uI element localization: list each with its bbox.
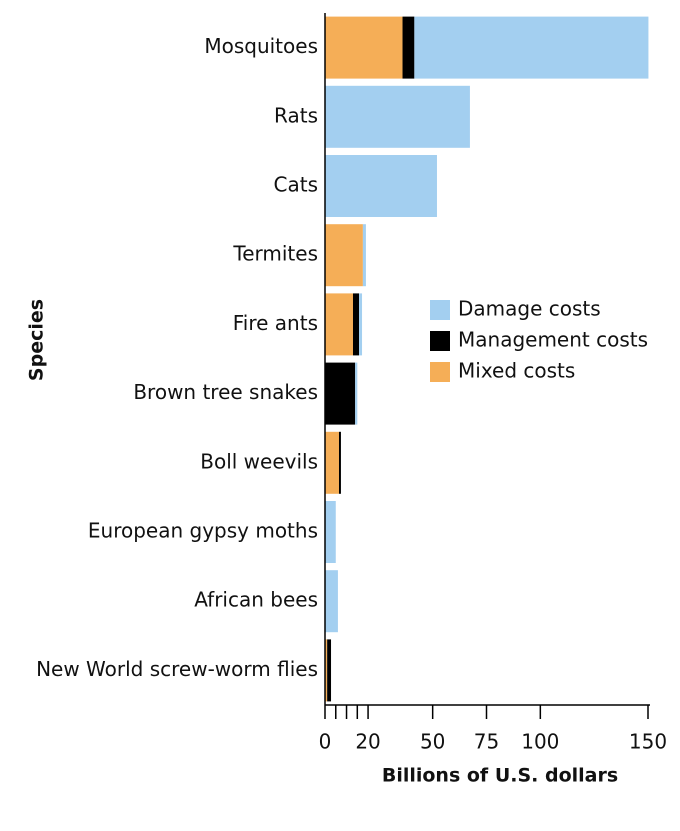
bar-segment <box>338 431 341 494</box>
category-label: New World screw-worm flies <box>36 657 318 681</box>
category-label: Mosquitoes <box>204 34 318 58</box>
bar-segment <box>414 16 649 79</box>
x-tick-label: 75 <box>474 730 499 754</box>
bar-segment <box>325 431 339 494</box>
category-label: African bees <box>194 588 318 612</box>
x-axis-title: Billions of U.S. dollars <box>382 765 618 787</box>
legend-swatch <box>430 331 450 351</box>
legend-swatch <box>430 300 450 320</box>
legend-swatch <box>430 362 450 382</box>
bar-segment <box>325 293 353 356</box>
bar-segment <box>327 639 332 702</box>
x-tick-label: 0 <box>319 730 332 754</box>
category-label: Termites <box>232 242 318 266</box>
legend-label: Management costs <box>458 328 648 352</box>
bar-segment <box>325 501 336 563</box>
y-axis-title: Species <box>26 299 48 381</box>
category-label: Rats <box>274 103 318 127</box>
bar-segment <box>325 155 437 217</box>
category-label: European gypsy moths <box>88 519 318 543</box>
x-tick-label: 20 <box>355 730 380 754</box>
bar-segment <box>402 16 415 79</box>
x-tick-label: 100 <box>521 730 559 754</box>
bar-segment <box>362 224 366 287</box>
bar-segment <box>359 293 363 356</box>
x-tick-label: 150 <box>629 730 667 754</box>
bar-segment <box>325 570 338 633</box>
bar-segment <box>325 224 363 287</box>
bar-segment <box>325 362 356 425</box>
category-label: Fire ants <box>233 311 318 335</box>
bar-segment <box>325 639 328 702</box>
category-label: Boll weevils <box>200 449 318 473</box>
bar-segment <box>325 16 403 79</box>
x-tick-label: 50 <box>420 730 445 754</box>
legend-label: Mixed costs <box>458 359 575 383</box>
category-label: Cats <box>274 173 318 197</box>
legend-label: Damage costs <box>458 297 601 321</box>
bar-segment <box>355 362 358 425</box>
bar-segment <box>352 293 360 356</box>
bar-segment <box>325 85 470 148</box>
category-label: Brown tree snakes <box>133 380 318 404</box>
